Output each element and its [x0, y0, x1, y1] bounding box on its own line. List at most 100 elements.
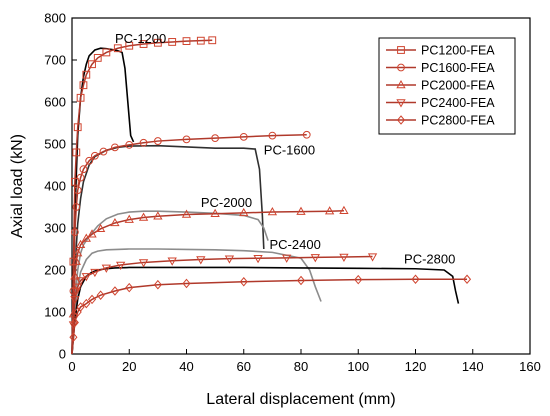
data-point-circle: [125, 140, 134, 149]
data-point-triangle-up: [138, 212, 149, 221]
data-point-triangle-up: [75, 239, 86, 249]
y-tick-label: 500: [44, 137, 66, 152]
data-point-square: [88, 60, 96, 69]
x-axis-title: Lateral displacement (mm): [206, 391, 395, 408]
data-point-triangle-down: [81, 273, 91, 282]
data-point-diamond: [182, 278, 191, 289]
data-point-square: [125, 41, 134, 50]
data-point-square: [70, 177, 79, 186]
y-tick-label: 700: [44, 53, 66, 68]
data-point-square: [168, 38, 177, 46]
y-tick-label: 300: [44, 221, 66, 236]
data-point-triangle-down: [101, 264, 112, 273]
data-point-triangle-down: [70, 296, 80, 305]
data-point-diamond: [82, 298, 91, 309]
legend-label: PC2000-FEA: [421, 79, 495, 93]
x-tick-label: 0: [68, 359, 75, 374]
data-point-diamond: [396, 115, 406, 125]
annotation-label: PC-1600: [264, 143, 315, 158]
data-point-circle: [70, 228, 79, 237]
series-pc2000-fea: [68, 205, 349, 355]
series-pc2800-fea: [69, 274, 472, 355]
data-point-square: [72, 148, 81, 157]
x-tick-label: 40: [179, 359, 193, 374]
data-point-square: [76, 93, 85, 102]
data-point-diamond: [462, 274, 472, 285]
data-point-diamond: [87, 294, 97, 305]
data-point-triangle-up: [70, 271, 80, 280]
data-point-triangle-down: [116, 261, 126, 270]
data-point-square: [196, 36, 205, 45]
data-point-triangle-up: [95, 223, 106, 233]
data-point-diamond: [96, 290, 105, 300]
data-point-square: [93, 54, 102, 62]
data-point-diamond: [296, 275, 306, 286]
data-point-triangle-up: [296, 206, 306, 215]
data-point-triangle-down: [90, 268, 100, 278]
data-point-square: [397, 46, 405, 54]
annotation-label: PC-2800: [404, 252, 455, 267]
x-tick-label: 100: [347, 359, 369, 374]
data-point-triangle-up: [73, 248, 83, 257]
legend-label: PC1600-FEA: [421, 61, 495, 75]
x-tick-label: 60: [237, 359, 251, 374]
data-point-triangle-up: [396, 79, 406, 89]
data-point-triangle-up: [81, 233, 91, 242]
data-point-circle: [397, 63, 405, 72]
data-point-triangle-down: [310, 254, 320, 263]
data-point-circle: [91, 151, 99, 160]
data-point-circle: [99, 147, 108, 156]
data-point-diamond: [125, 282, 134, 293]
data-point-circle: [79, 165, 88, 174]
data-point-diamond: [354, 274, 363, 285]
data-point-diamond: [239, 276, 248, 287]
x-tick-label: 140: [462, 359, 484, 374]
data-point-triangle-up: [181, 209, 192, 218]
data-point-triangle-down: [196, 256, 206, 265]
data-point-triangle-down: [167, 257, 177, 266]
data-point-triangle-up: [210, 208, 220, 217]
data-point-triangle-up: [153, 211, 163, 220]
data-point-square: [113, 44, 122, 53]
x-tick-label: 80: [294, 359, 308, 374]
data-point-triangle-up: [267, 207, 278, 216]
data-point-circle: [302, 130, 311, 139]
legend-box: [378, 37, 516, 135]
data-point-diamond: [110, 286, 119, 296]
data-point-triangle-down: [396, 99, 406, 108]
data-point-circle: [139, 138, 148, 147]
data-point-diamond: [70, 317, 79, 328]
data-point-diamond: [69, 332, 78, 342]
data-point-circle: [211, 134, 220, 143]
data-point-square: [102, 48, 111, 57]
data-point-triangle-down: [339, 253, 349, 262]
series-line-fea: [71, 210, 344, 355]
x-tick-label: 20: [122, 359, 136, 374]
annotation-label: PC-1200: [115, 31, 166, 46]
data-point-triangle-down: [282, 254, 292, 263]
data-point-circle: [72, 203, 81, 211]
data-point-circle: [85, 156, 94, 165]
series-pc1200-fea: [69, 36, 217, 355]
data-point-diamond: [411, 274, 420, 285]
series-line-fea: [71, 278, 468, 355]
y-axis-title: Axial load (kN): [9, 134, 26, 238]
series-line-fea: [71, 39, 213, 355]
data-point-circle: [111, 143, 119, 152]
y-axis: 0 100 200 300 400 500 600 700 800: [44, 11, 77, 362]
y-tick-label: 400: [44, 179, 66, 194]
data-point-square: [182, 37, 191, 46]
legend: PC1200-FEA PC1600-FEA PC2000-FEA PC2400-FEA…: [378, 37, 516, 135]
data-point-triangle-up: [324, 206, 335, 215]
series-layer: [68, 36, 472, 355]
data-point-circle: [182, 135, 191, 144]
data-point-circle: [153, 137, 162, 145]
annotation-label: PC-2000: [201, 195, 252, 210]
data-point-triangle-down: [253, 255, 263, 264]
x-tick-label: 120: [405, 359, 427, 374]
annotations: PC-1200 PC-1600 PC-2000 PC-2400 PC-2800: [115, 31, 455, 267]
data-point-square: [139, 40, 148, 48]
data-point-square: [73, 123, 82, 132]
y-tick-label: 0: [59, 347, 66, 362]
y-tick-label: 800: [44, 11, 66, 26]
